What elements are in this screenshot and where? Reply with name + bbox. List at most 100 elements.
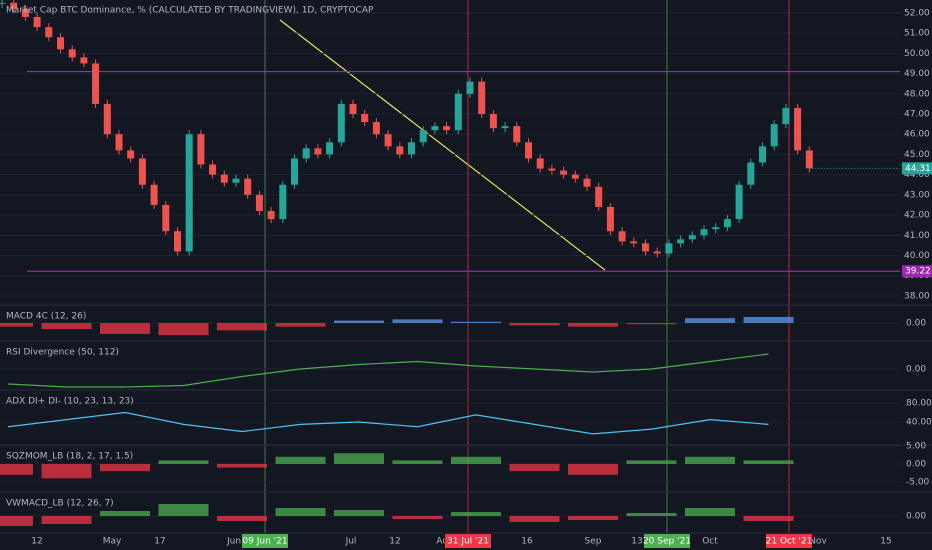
y-tick-label: 80.00 [906, 399, 932, 409]
histogram-bar [685, 508, 735, 516]
y-tick-label: 50.00 [904, 49, 930, 59]
histogram-bar [217, 463, 267, 468]
candle [174, 231, 181, 252]
histogram-bar [158, 460, 209, 464]
candle [162, 204, 170, 232]
candle [583, 178, 591, 187]
y-tick-label: 46.00 [904, 130, 930, 140]
candle [349, 103, 357, 114]
candle [759, 146, 766, 163]
x-tick-label: Nov [809, 537, 827, 547]
marker-label: 21 Oct '21 [766, 537, 813, 547]
histogram-bar [392, 516, 443, 519]
histogram-bar [626, 513, 677, 516]
candle [185, 134, 193, 252]
y-tick-label: 40.00 [904, 251, 930, 261]
candle [712, 227, 720, 230]
candle [805, 150, 813, 169]
histogram-bar [509, 516, 560, 522]
indicator-line [7, 353, 769, 388]
x-tick-label: 15 [880, 537, 891, 547]
indicator-name: SQZMOM_LB (18, 2, 17, 1.5) [6, 452, 133, 462]
x-tick-label: May [103, 537, 122, 547]
candle [794, 107, 802, 151]
candle [571, 174, 579, 179]
histogram-bar [41, 323, 92, 330]
marker-label: 09 Jun '21 [242, 537, 287, 547]
candle [688, 235, 696, 240]
histogram-bar [685, 456, 735, 464]
candle [314, 148, 322, 155]
candle [33, 16, 41, 28]
candle [454, 93, 462, 131]
y-tick-label: 38.00 [904, 291, 930, 301]
level-label: 39.22 [905, 267, 931, 277]
candle [209, 164, 217, 175]
candle [478, 81, 486, 114]
candle [244, 178, 252, 195]
candle [536, 158, 544, 169]
last-price-tag [902, 162, 932, 175]
histogram-bar [275, 508, 326, 516]
candle [291, 158, 298, 185]
candle [735, 184, 743, 220]
chart-title: Market Cap BTC Dominance, % (CALCULATED … [6, 6, 374, 16]
marker-tag [445, 534, 491, 548]
y-tick-label: 48.00 [904, 89, 930, 99]
candle [255, 194, 263, 212]
marker-label: 31 Jul '21 [447, 537, 489, 547]
histogram-bar [100, 511, 150, 516]
y-tick-label: 42.00 [904, 211, 930, 221]
candle [747, 162, 755, 185]
candle [337, 103, 345, 143]
histogram-bar [509, 463, 560, 472]
histogram-bar [100, 323, 150, 334]
histogram-bar [451, 321, 501, 323]
y-tick-label: 5.00 [906, 442, 926, 452]
histogram-bar [451, 456, 501, 464]
histogram-bar [509, 323, 560, 326]
indicator-name: RSI Divergence (50, 112) [6, 348, 119, 358]
y-tick-label: -5.00 [906, 477, 930, 487]
histogram-bar [568, 516, 618, 520]
histogram-bar [41, 463, 92, 479]
candle [642, 243, 649, 252]
x-tick-label: Jul [345, 537, 357, 547]
histogram-bar [568, 463, 618, 475]
candle [630, 241, 638, 244]
y-tick-label: 0.00 [906, 319, 926, 329]
candle [10, 2, 18, 9]
y-tick-label: 0.00 [906, 459, 926, 469]
histogram-bar [217, 323, 267, 331]
candle [138, 158, 146, 185]
candle [384, 134, 392, 147]
histogram-bar [158, 323, 209, 336]
histogram-bar [334, 453, 384, 464]
candle [443, 126, 451, 131]
candle [723, 219, 731, 228]
y-tick-label: 47.00 [904, 109, 930, 119]
candle [80, 57, 88, 64]
candle [513, 126, 521, 143]
histogram-bar [626, 323, 677, 325]
candle [618, 231, 626, 242]
histogram-bar [743, 316, 794, 323]
candle [197, 134, 205, 165]
histogram-bar [334, 320, 384, 323]
marker-tag [766, 534, 812, 548]
x-tick-label: 17 [154, 537, 165, 547]
histogram-bar [743, 516, 794, 521]
candle [150, 184, 158, 205]
candle [606, 206, 614, 232]
y-tick-label: 51.00 [904, 29, 930, 39]
y-tick-label: 52.00 [904, 8, 930, 18]
candle [665, 243, 673, 254]
histogram-bar [626, 460, 677, 464]
histogram-bar [392, 460, 443, 464]
histogram-bar [0, 516, 33, 526]
candle [115, 134, 123, 151]
candle [267, 211, 275, 220]
indicator-line [7, 411, 769, 435]
y-tick-label: 49.00 [904, 69, 930, 79]
